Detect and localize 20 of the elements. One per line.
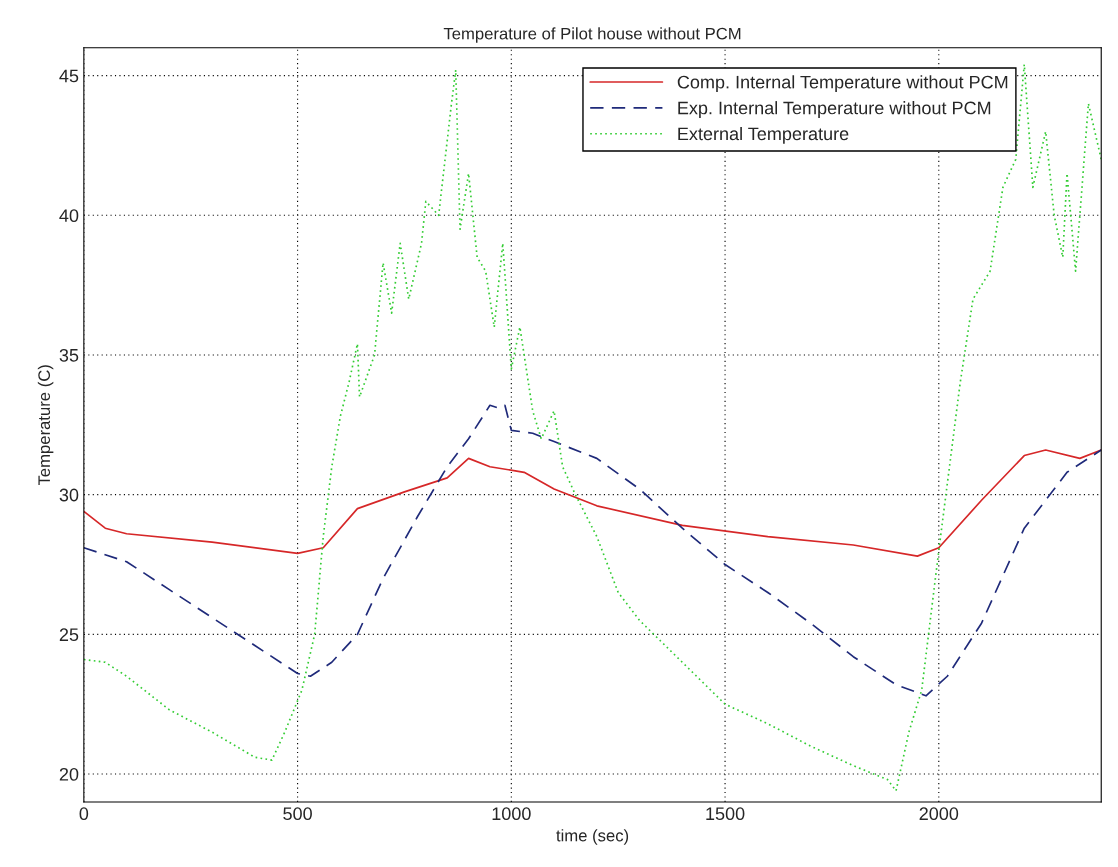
legend-label: Exp. Internal Temperature without PCM — [678, 101, 991, 118]
legend-label: External Temperature — [678, 126, 849, 144]
legend-label: Comp. Internal Temperature without PCM — [677, 75, 1008, 93]
y-tick-label: 30 — [59, 488, 79, 502]
x-tick-label: 500 — [283, 807, 312, 821]
x-tick-label: 1500 — [706, 807, 745, 821]
y-tick-label: 25 — [59, 628, 79, 642]
y-axis-title: Temperature (C) — [37, 365, 54, 486]
x-tick-label: 2000 — [919, 807, 959, 821]
x-tick-label: 0 — [79, 807, 89, 821]
y-tick-label: 20 — [59, 767, 79, 781]
y-tick-label: 40 — [59, 209, 79, 223]
x-axis-title: time (sec) — [556, 829, 629, 845]
line-series — [83, 449, 1102, 557]
y-tick-label: 45 — [59, 69, 79, 83]
line-series — [83, 63, 1102, 792]
y-tick-label: 35 — [59, 348, 79, 362]
chart-title: Temperature of Pilot house without PCM — [443, 27, 741, 43]
line-series — [83, 404, 1102, 697]
x-tick-label: 1000 — [492, 807, 531, 821]
